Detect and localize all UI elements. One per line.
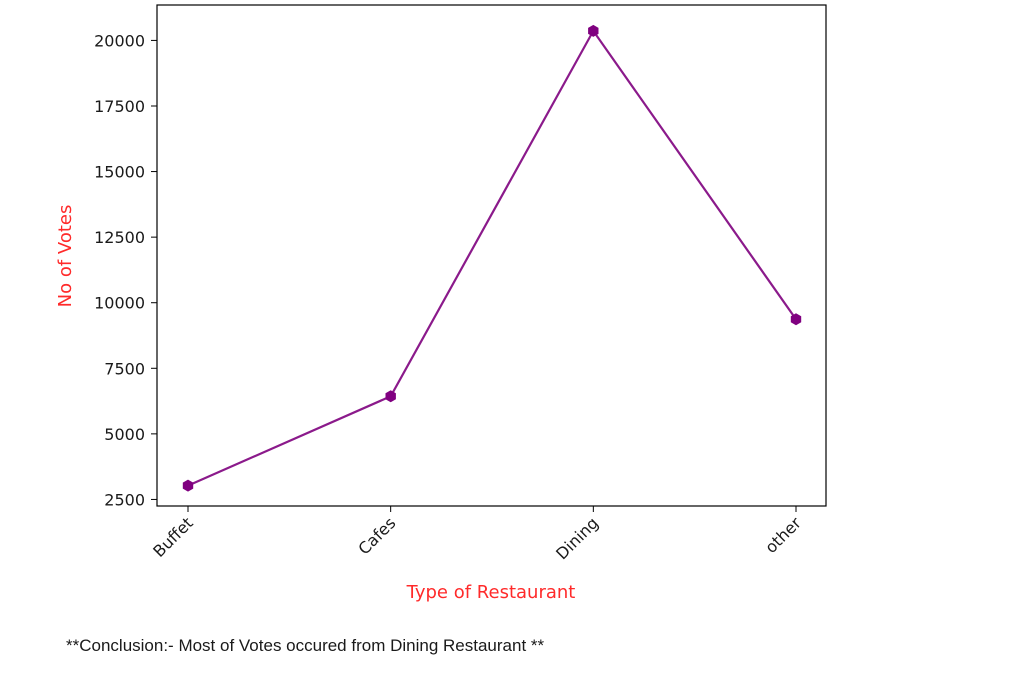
- y-axis-ticks: 2500 5000 7500 10000 12500 15000 17500 20000: [94, 31, 157, 509]
- data-point-cafes: [385, 390, 396, 403]
- y-tick-label: 20000: [94, 31, 145, 50]
- x-tick-label: Buffet: [149, 513, 197, 561]
- y-tick-label: 15000: [94, 163, 145, 182]
- y-tick-label: 7500: [104, 359, 145, 378]
- series-line: [187, 28, 797, 487]
- y-tick-label: 12500: [94, 228, 145, 247]
- y-tick-label: 10000: [94, 294, 145, 313]
- y-tick-label: 2500: [104, 490, 145, 509]
- plot-frame: [156, 4, 827, 507]
- data-point-dining: [588, 24, 599, 37]
- y-axis-label: No of Votes: [55, 205, 76, 308]
- x-axis-label: Type of Restaurant: [406, 582, 576, 603]
- x-axis-ticks: Buffet Cafes Dining other: [149, 506, 805, 563]
- x-tick-label: Cafes: [354, 513, 399, 558]
- y-tick-label: 17500: [94, 97, 145, 116]
- data-point-buffet: [182, 479, 194, 492]
- series-markers: [182, 24, 802, 492]
- data-point-other: [790, 313, 802, 326]
- conclusion-note: **Conclusion:- Most of Votes occured fro…: [66, 636, 545, 655]
- x-tick-label: other: [761, 513, 805, 557]
- y-tick-label: 5000: [104, 425, 145, 444]
- x-tick-label: Dining: [552, 513, 602, 563]
